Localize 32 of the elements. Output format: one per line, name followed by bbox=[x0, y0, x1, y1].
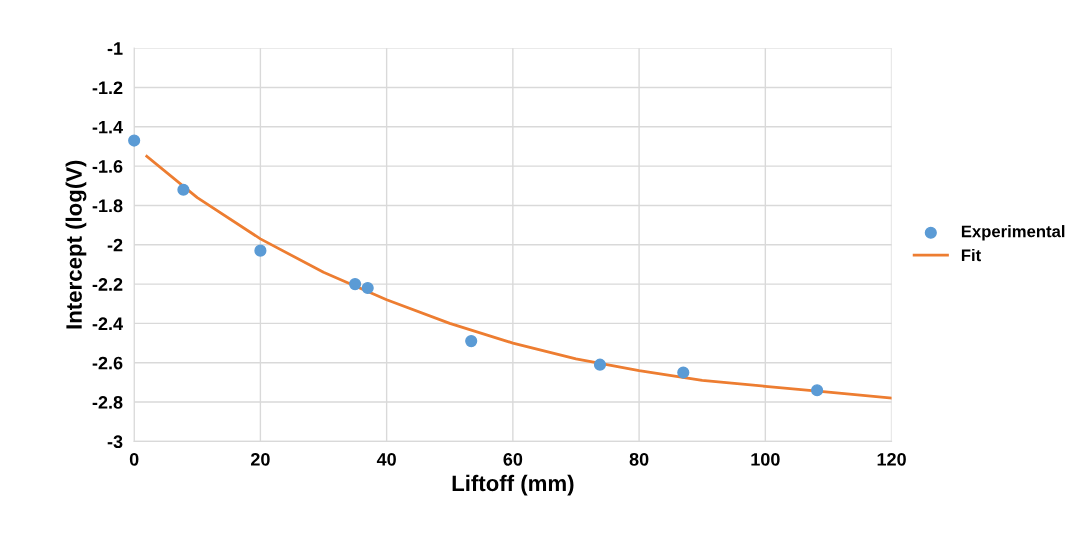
x-tick-label: 100 bbox=[751, 452, 780, 466]
x-tick-label: 60 bbox=[503, 452, 523, 466]
x-tick-label: 0 bbox=[129, 452, 139, 466]
legend-label: Fit bbox=[961, 248, 981, 262]
x-tick-label: 20 bbox=[250, 452, 270, 466]
y-tick-label: -3 bbox=[107, 435, 123, 449]
legend-label: Experimental bbox=[961, 225, 1065, 241]
x-axis-title: Liftoff (mm) bbox=[452, 474, 574, 496]
x-tick-label: 120 bbox=[877, 452, 906, 466]
y-axis-title: Intercept (log(V) bbox=[65, 160, 87, 329]
y-tick-label: -1.6 bbox=[92, 160, 123, 173]
x-tick-label: 40 bbox=[376, 452, 396, 466]
y-tick-label: -1.4 bbox=[92, 120, 123, 134]
point bbox=[128, 134, 141, 147]
y-tick-label: -1.2 bbox=[92, 81, 123, 95]
point bbox=[811, 384, 824, 397]
y-tick-label: -1 bbox=[107, 42, 123, 55]
point bbox=[177, 183, 190, 196]
x-tick-label: 80 bbox=[629, 452, 649, 466]
point bbox=[361, 281, 374, 295]
y-tick-label: -1.8 bbox=[92, 199, 123, 213]
y-tick-label: -2.8 bbox=[92, 395, 123, 409]
point bbox=[349, 278, 362, 291]
y-tick-label: -2.2 bbox=[92, 278, 123, 291]
y-tick-label: -2.4 bbox=[92, 317, 123, 330]
y-tick-label: -2.6 bbox=[92, 356, 123, 370]
point bbox=[254, 244, 267, 257]
point bbox=[593, 358, 607, 371]
point bbox=[465, 335, 478, 348]
line-series bbox=[145, 154, 892, 400]
y-tick-label: -2 bbox=[107, 238, 123, 252]
point bbox=[677, 366, 690, 379]
